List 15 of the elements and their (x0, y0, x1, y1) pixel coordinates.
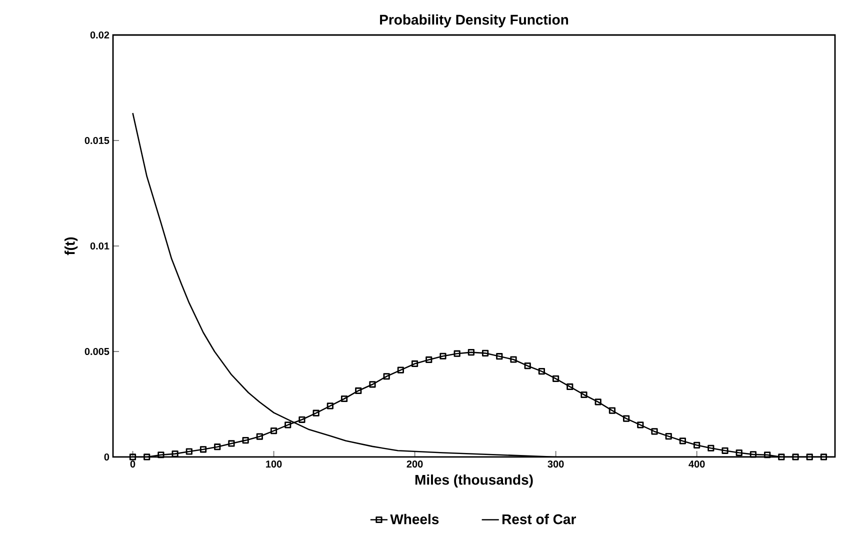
x-tick-label: 400 (688, 460, 705, 468)
y-axis-title: f(t) (64, 237, 78, 256)
chart-title: Probability Density Function (380, 14, 568, 28)
y-tick-label: 0.01 (90, 242, 110, 250)
y-tick-label: 0.015 (84, 136, 110, 144)
x-axis-title: Miles (thousands) (415, 474, 533, 488)
x-tick-label: 100 (266, 460, 282, 468)
x-tick-label: 200 (406, 460, 423, 468)
y-tick-label: 0 (104, 453, 110, 461)
legend-label: Rest of Car (502, 514, 576, 524)
y-tick-label: 0.005 (84, 348, 110, 356)
x-tick-label: 0 (130, 460, 136, 468)
y-tick-label: 0.02 (90, 31, 110, 39)
x-tick-label: 300 (548, 460, 564, 468)
legend-label: Wheels (390, 514, 439, 524)
